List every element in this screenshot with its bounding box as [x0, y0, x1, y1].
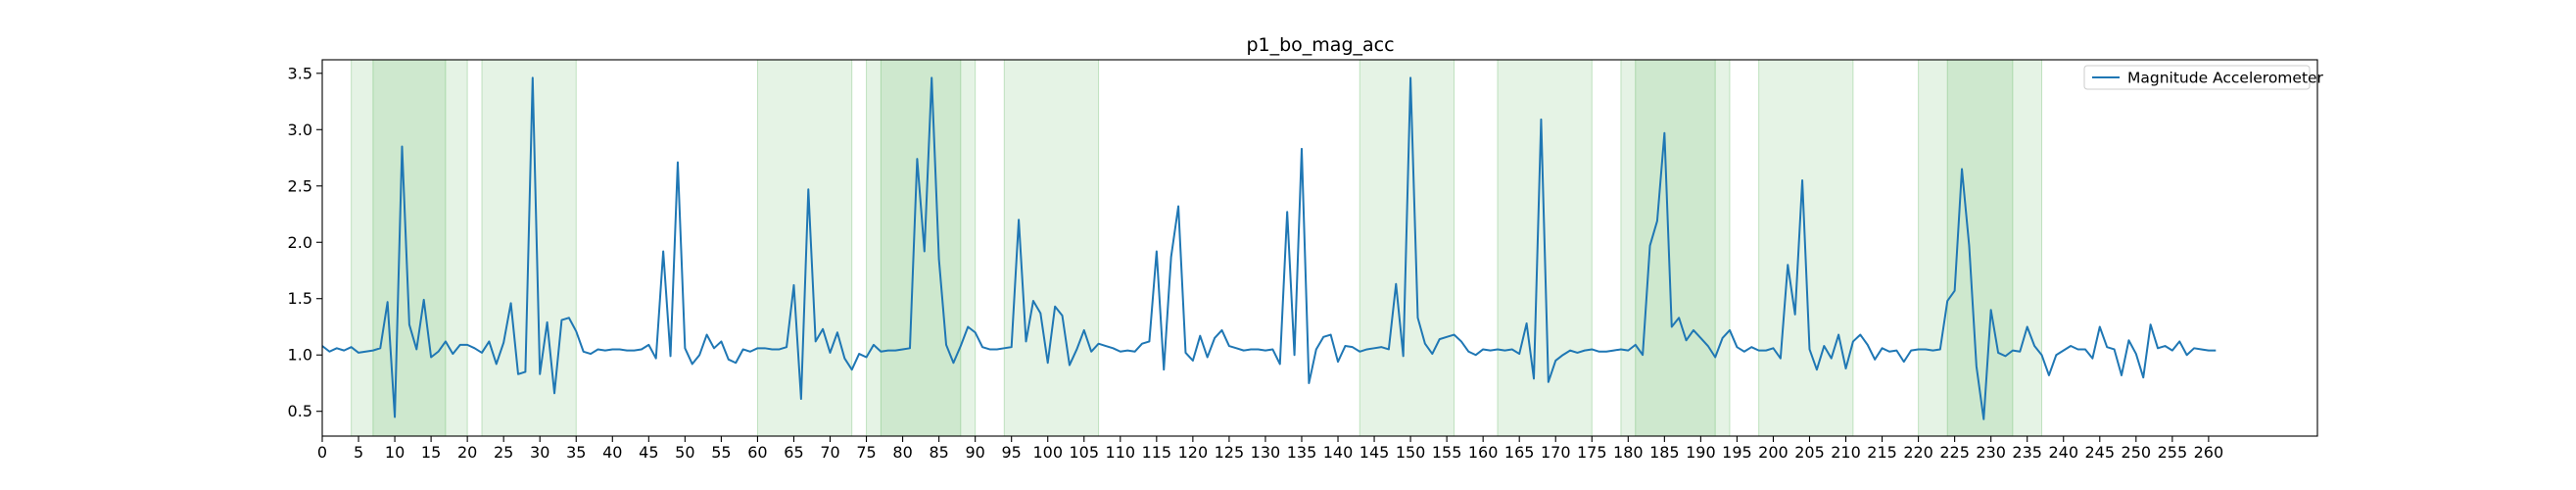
series-line-0	[321, 76, 2217, 420]
x-tick-label: 70	[820, 443, 839, 462]
x-tick-label: 165	[1504, 443, 1535, 462]
x-tick-label: 130	[1251, 443, 1281, 462]
x-tick-label: 115	[1142, 443, 1172, 462]
x-tick-label: 30	[530, 443, 549, 462]
legend: Magnitude Accelerometer	[2083, 65, 2324, 90]
y-tick-label: 1.0	[288, 346, 312, 365]
x-tick-label: 175	[1577, 443, 1607, 462]
chart-title: p1_bo_mag_acc	[1246, 34, 1394, 56]
y-axis: 0.5 1.0 1.5 2.0 2.5 3.0 3.5	[288, 64, 322, 420]
x-tick-label: 105	[1069, 443, 1099, 462]
x-tick-label: 40	[602, 443, 622, 462]
x-tick-label: 110	[1106, 443, 1136, 462]
x-tick-label: 155	[1432, 443, 1462, 462]
x-tick-label: 55	[711, 443, 731, 462]
x-tick-label: 225	[1939, 443, 1970, 462]
x-tick-label: 80	[892, 443, 912, 462]
y-tick-label: 3.5	[288, 64, 312, 82]
x-tick-label: 210	[1831, 443, 1861, 462]
series-layer	[321, 76, 2217, 420]
x-axis: 0 5 10 15 20 25 30 35 40 45 50 55 60 65 70 75 80 85 90 95 10…	[317, 436, 2223, 462]
x-tick-label: 85	[929, 443, 948, 462]
x-tick-label: 100	[1032, 443, 1063, 462]
x-tick-label: 185	[1649, 443, 1680, 462]
y-tick-label: 2.5	[288, 176, 312, 195]
shaded-region-0	[351, 59, 468, 437]
legend-box	[2083, 65, 2311, 90]
x-tick-label: 145	[1360, 443, 1390, 462]
shaded-region-10	[1635, 59, 1716, 437]
x-tick-label: 90	[965, 443, 984, 462]
x-tick-label: 20	[457, 443, 477, 462]
x-tick-label: 50	[675, 443, 694, 462]
x-tick-label: 15	[421, 443, 441, 462]
plot-area-frame	[321, 59, 2318, 437]
x-tick-label: 200	[1758, 443, 1789, 462]
x-tick-label: 235	[2012, 443, 2042, 462]
shaded-region-9	[1620, 59, 1731, 437]
x-tick-label: 230	[1976, 443, 2006, 462]
x-tick-label: 60	[747, 443, 767, 462]
shaded-region-1	[372, 59, 447, 437]
legend-label-magnitude-accelerometer: Magnitude Accelerometer	[2127, 70, 2324, 87]
x-tick-label: 250	[2122, 443, 2152, 462]
x-tick-label: 240	[2048, 443, 2078, 462]
x-tick-label: 45	[639, 443, 658, 462]
shaded-region-5	[880, 59, 962, 437]
x-tick-label: 215	[1867, 443, 1897, 462]
x-tick-label: 0	[317, 443, 327, 462]
x-tick-label: 135	[1287, 443, 1317, 462]
x-tick-label: 125	[1215, 443, 1245, 462]
x-tick-label: 25	[494, 443, 513, 462]
x-tick-label: 65	[784, 443, 803, 462]
y-tick-label: 0.5	[288, 402, 312, 420]
x-tick-label: 35	[566, 443, 586, 462]
x-tick-label: 260	[2194, 443, 2224, 462]
y-tick-label: 3.0	[288, 121, 312, 139]
shaded-regions	[351, 59, 2043, 437]
x-tick-label: 180	[1613, 443, 1644, 462]
x-tick-label: 220	[1903, 443, 1933, 462]
y-tick-label: 2.0	[288, 233, 312, 252]
x-tick-label: 150	[1396, 443, 1426, 462]
x-tick-label: 75	[856, 443, 876, 462]
y-tick-label: 1.5	[288, 289, 312, 308]
x-tick-label: 120	[1178, 443, 1209, 462]
x-tick-label: 170	[1541, 443, 1571, 462]
x-tick-label: 10	[385, 443, 405, 462]
x-tick-label: 205	[1794, 443, 1825, 462]
x-tick-label: 160	[1468, 443, 1499, 462]
x-tick-label: 95	[1002, 443, 1022, 462]
shaded-region-3	[756, 59, 853, 437]
x-tick-label: 245	[2085, 443, 2116, 462]
x-tick-label: 140	[1323, 443, 1354, 462]
x-tick-label: 5	[354, 443, 363, 462]
shaded-region-6	[1003, 59, 1100, 437]
x-tick-label: 195	[1722, 443, 1752, 462]
x-tick-label: 255	[2158, 443, 2188, 462]
shaded-region-12	[1918, 59, 2043, 437]
x-tick-label: 190	[1686, 443, 1716, 462]
